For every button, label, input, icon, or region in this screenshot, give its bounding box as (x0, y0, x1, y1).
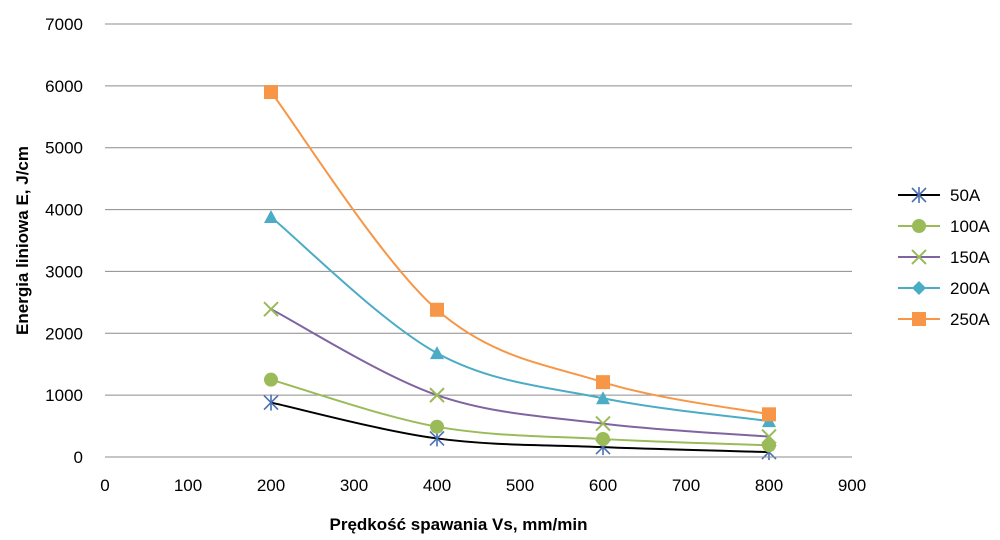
x-tick-label: 0 (100, 476, 109, 495)
data-point-200A (596, 391, 610, 405)
x-tick-label: 500 (506, 476, 534, 495)
x-axis-title: Prędkość spawania Vs, mm/min (330, 515, 588, 534)
x-tick-label: 100 (174, 476, 202, 495)
legend-marker (912, 281, 926, 295)
series-line-100A (270, 378, 770, 447)
y-tick-label: 3000 (45, 262, 83, 281)
x-tick-label: 200 (257, 476, 285, 495)
series-line-50A (270, 401, 770, 454)
data-point-100A (264, 372, 278, 387)
legend-label: 100A (950, 217, 990, 236)
x-tick-label: 300 (340, 476, 368, 495)
data-point-250A (430, 302, 444, 317)
legend-item: 100A (898, 217, 990, 236)
data-point-100A (596, 432, 610, 447)
legend-item: 50A (898, 186, 981, 205)
y-tick-label: 4000 (45, 201, 83, 220)
series-line-150A (270, 308, 770, 438)
data-point-100A (762, 438, 776, 453)
x-tick-label: 800 (755, 476, 783, 495)
legend-label: 200A (950, 279, 990, 298)
data-point-150A (761, 428, 777, 445)
data-point-250A (762, 407, 776, 422)
x-tick-label: 600 (589, 476, 617, 495)
gridlines (105, 23, 852, 396)
x-tick-label: 400 (423, 476, 451, 495)
legend-label: 50A (950, 186, 981, 205)
data-point-200A (430, 346, 444, 360)
y-axis-title: Energia liniowa E, J/cm (13, 146, 32, 335)
series-line-200A (270, 216, 770, 423)
y-axis-tick-labels: 0 1000 2000 3000 4000 5000 6000 7000 (45, 15, 83, 467)
y-tick-label: 2000 (45, 324, 83, 343)
data-point-150A (429, 387, 445, 403)
legend-marker (912, 312, 926, 326)
y-tick-label: 1000 (45, 386, 83, 405)
x-axis-tick-labels: 0 100 200 300 400 500 600 700 800 900 (100, 476, 866, 495)
legend-item: 150A (898, 248, 990, 267)
series-lines (270, 91, 770, 454)
legend-marker (912, 219, 926, 233)
y-tick-label: 7000 (45, 15, 83, 34)
legend-marker (911, 249, 927, 265)
series-line-250A (270, 91, 770, 416)
data-point-200A (264, 209, 278, 223)
x-tick-label: 700 (672, 476, 700, 495)
data-point-50A (263, 394, 279, 411)
y-tick-label: 6000 (45, 77, 83, 96)
legend: 50A 100A 150A 200A 250A (898, 186, 990, 329)
legend-marker (911, 187, 927, 203)
data-point-100A (430, 419, 444, 434)
data-point-150A (595, 415, 611, 432)
legend-label: 250A (950, 310, 990, 329)
legend-item: 250A (898, 310, 990, 329)
legend-label: 150A (950, 248, 990, 267)
legend-item: 200A (898, 279, 990, 298)
data-point-250A (264, 85, 278, 100)
data-point-250A (596, 375, 610, 390)
x-tick-label: 900 (838, 476, 866, 495)
y-tick-label: 5000 (45, 139, 83, 158)
y-tick-label: 0 (74, 448, 83, 467)
data-point-150A (263, 301, 279, 317)
series-markers (263, 85, 777, 461)
